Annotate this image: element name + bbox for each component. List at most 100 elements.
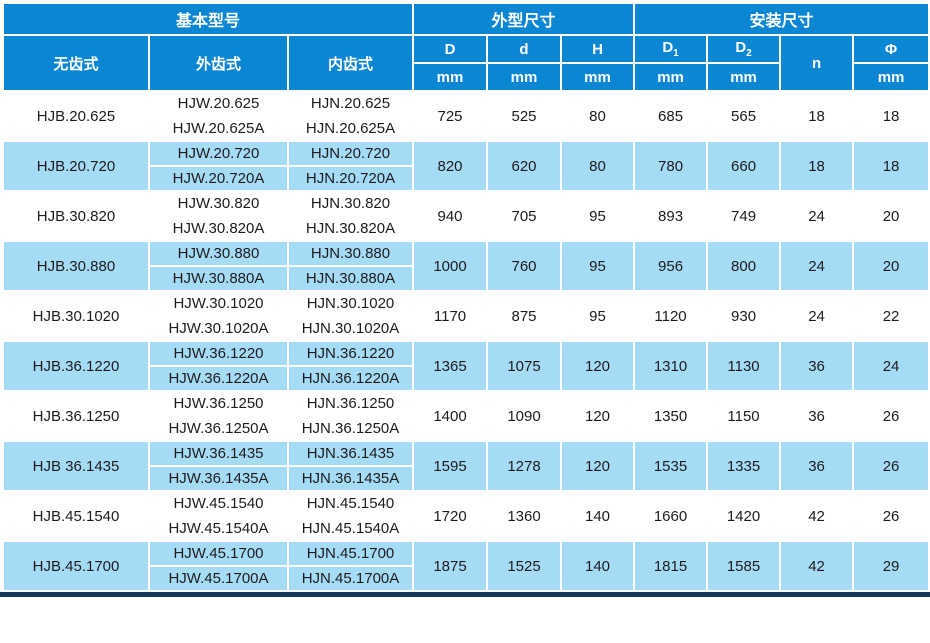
header-col-external-tooth-type: 外齿式 xyxy=(148,34,289,92)
cell-dim-value: 18 xyxy=(779,90,855,142)
cell-dim-value: 20 xyxy=(852,190,930,242)
cell-internal-tooth-model: HJN.30.820A xyxy=(286,215,415,242)
bottom-accent-bar xyxy=(0,592,930,597)
table-row: HJB.45.1540 HJW.45.1540 HJN.45.1540 1720 136… xyxy=(2,490,930,542)
cell-dim-value: 24 xyxy=(852,340,930,392)
cell-external-tooth-model: HJW.36.1220 xyxy=(148,340,289,367)
cell-external-tooth-model: HJW.36.1220A xyxy=(148,365,289,392)
header-col-toothless-type: 无齿式 xyxy=(2,34,150,92)
cell-internal-tooth-model: HJN.36.1220A xyxy=(286,365,415,392)
cell-internal-tooth-model: HJN.45.1700 xyxy=(286,540,415,567)
cell-dim-value: 1090 xyxy=(486,390,563,442)
table-row: HJW.30.1020A HJN.30.1020A xyxy=(3,315,929,342)
header-col-D2: D2 xyxy=(706,34,782,64)
cell-dim-value: 875 xyxy=(486,290,563,342)
header-col-d: d xyxy=(486,34,563,64)
table-body: HJB.20.625 HJW.20.625 HJN.20.625 725 525 80 68… xyxy=(2,90,930,592)
cell-dim-value: 42 xyxy=(779,540,855,592)
header-unit-H: mm xyxy=(560,62,636,92)
header-unit-d: mm xyxy=(486,62,563,92)
header-col-phi: Φ xyxy=(852,34,930,64)
cell-dim-value: 1535 xyxy=(633,440,709,492)
cell-internal-tooth-model: HJN.20.720A xyxy=(286,165,415,192)
cell-dim-value: 1720 xyxy=(412,490,489,542)
table-row: HJW.45.1540A HJN.45.1540A xyxy=(3,515,929,542)
cell-dim-value: 1120 xyxy=(633,290,709,342)
table-row: HJB.30.880 HJW.30.880 HJN.30.880 1000 760 95 9… xyxy=(2,240,930,292)
cell-dim-value: 565 xyxy=(706,90,782,142)
cell-dim-value: 956 xyxy=(633,240,709,292)
cell-dim-value: 1170 xyxy=(412,290,489,342)
cell-dim-value: 525 xyxy=(486,90,563,142)
cell-internal-tooth-model: HJN.30.880A xyxy=(286,265,415,292)
table-row: HJW.36.1435A HJN.36.1435A xyxy=(3,465,929,492)
cell-dim-value: 705 xyxy=(486,190,563,242)
table-row: HJW.20.720A HJN.20.720A xyxy=(3,165,929,192)
table-row: HJB.20.625 HJW.20.625 HJN.20.625 725 525 80 68… xyxy=(2,90,930,142)
table-row: HJW.36.1250A HJN.36.1250A xyxy=(3,415,929,442)
table-row: HJB.30.820 HJW.30.820 HJN.30.820 940 705 95 89… xyxy=(2,190,930,242)
cell-dim-value: 1000 xyxy=(412,240,489,292)
cell-dim-value: 1815 xyxy=(633,540,709,592)
cell-dim-value: 80 xyxy=(560,140,636,192)
cell-dim-value: 120 xyxy=(560,390,636,442)
cell-dim-value: 22 xyxy=(852,290,930,342)
table-row: HJW.20.625A HJN.20.625A xyxy=(3,115,929,142)
cell-dim-value: 24 xyxy=(779,190,855,242)
cell-dim-value: 36 xyxy=(779,390,855,442)
cell-internal-tooth-model: HJN.20.625A xyxy=(286,115,415,142)
table-row: HJB.36.1220 HJW.36.1220 HJN.36.1220 1365 107… xyxy=(2,340,930,392)
cell-toothless-model: HJB.20.625 xyxy=(2,90,150,142)
cell-toothless-model: HJB.20.720 xyxy=(2,140,150,192)
cell-dim-value: 800 xyxy=(706,240,782,292)
cell-dim-value: 29 xyxy=(852,540,930,592)
cell-external-tooth-model: HJW.36.1250A xyxy=(148,415,289,442)
cell-external-tooth-model: HJW.20.720 xyxy=(148,140,289,167)
header-col-internal-tooth-type: 内齿式 xyxy=(286,34,415,92)
cell-external-tooth-model: HJW.36.1435 xyxy=(148,440,289,467)
header-unit-phi: mm xyxy=(852,62,930,92)
cell-dim-value: 940 xyxy=(412,190,489,242)
cell-dim-value: 1875 xyxy=(412,540,489,592)
table-row: HJW.36.1220A HJN.36.1220A xyxy=(3,365,929,392)
cell-dim-value: 1525 xyxy=(486,540,563,592)
table-row: HJW.45.1700A HJN.45.1700A xyxy=(3,565,929,592)
header-unit-D: mm xyxy=(412,62,489,92)
header-col-D: D xyxy=(412,34,489,64)
cell-dim-value: 1660 xyxy=(633,490,709,542)
cell-dim-value: 660 xyxy=(706,140,782,192)
cell-dim-value: 140 xyxy=(560,490,636,542)
cell-dim-value: 1595 xyxy=(412,440,489,492)
cell-dim-value: 20 xyxy=(852,240,930,292)
cell-dim-value: 685 xyxy=(633,90,709,142)
cell-toothless-model: HJB.30.820 xyxy=(2,190,150,242)
table-row: HJB 36.1435 HJW.36.1435 HJN.36.1435 1595 127… xyxy=(2,440,930,492)
cell-internal-tooth-model: HJN.36.1220 xyxy=(286,340,415,367)
header-col-D1: D1 xyxy=(633,34,709,64)
table-row: HJB.20.720 HJW.20.720 HJN.20.720 820 620 80 78… xyxy=(2,140,930,192)
cell-external-tooth-model: HJW.20.720A xyxy=(148,165,289,192)
cell-dim-value: 780 xyxy=(633,140,709,192)
cell-dim-value: 80 xyxy=(560,90,636,142)
cell-dim-value: 95 xyxy=(560,190,636,242)
cell-dim-value: 620 xyxy=(486,140,563,192)
cell-dim-value: 1130 xyxy=(706,340,782,392)
header-col-H: H xyxy=(560,34,636,64)
cell-external-tooth-model: HJW.45.1700 xyxy=(148,540,289,567)
cell-dim-value: 42 xyxy=(779,490,855,542)
cell-dim-value: 1365 xyxy=(412,340,489,392)
cell-dim-value: 26 xyxy=(852,390,930,442)
cell-dim-value: 1360 xyxy=(486,490,563,542)
cell-internal-tooth-model: HJN.30.1020 xyxy=(286,290,415,317)
cell-dim-value: 760 xyxy=(486,240,563,292)
cell-dim-value: 1150 xyxy=(706,390,782,442)
cell-external-tooth-model: HJW.45.1540A xyxy=(148,515,289,542)
cell-internal-tooth-model: HJN.36.1250A xyxy=(286,415,415,442)
cell-internal-tooth-model: HJN.20.720 xyxy=(286,140,415,167)
cell-dim-value: 26 xyxy=(852,490,930,542)
table-row: HJW.30.880A HJN.30.880A xyxy=(3,265,929,292)
cell-external-tooth-model: HJW.36.1250 xyxy=(148,390,289,417)
cell-external-tooth-model: HJW.30.820 xyxy=(148,190,289,217)
cell-toothless-model: HJB.45.1700 xyxy=(2,540,150,592)
cell-internal-tooth-model: HJN.45.1540 xyxy=(286,490,415,517)
